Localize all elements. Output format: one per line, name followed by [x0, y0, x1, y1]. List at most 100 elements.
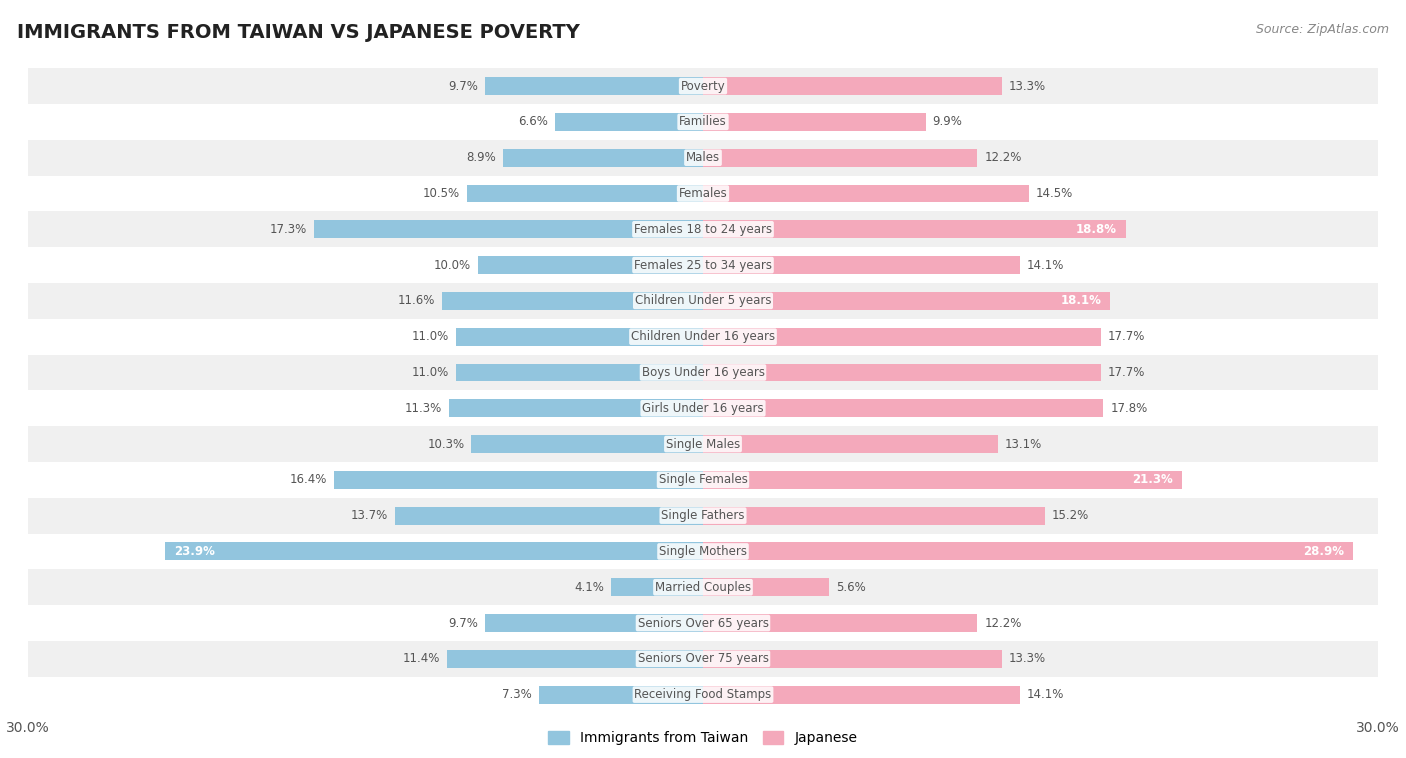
Text: 14.1%: 14.1%: [1026, 688, 1064, 701]
Text: 14.1%: 14.1%: [1026, 258, 1064, 271]
Text: Receiving Food Stamps: Receiving Food Stamps: [634, 688, 772, 701]
Text: Married Couples: Married Couples: [655, 581, 751, 594]
Bar: [485, 614, 703, 632]
Text: Poverty: Poverty: [681, 80, 725, 92]
Bar: [703, 184, 1029, 202]
Text: 11.4%: 11.4%: [402, 653, 440, 666]
Bar: [28, 462, 1378, 498]
Text: Single Fathers: Single Fathers: [661, 509, 745, 522]
Text: 12.2%: 12.2%: [984, 151, 1022, 164]
Bar: [703, 113, 925, 131]
Bar: [703, 578, 830, 597]
Bar: [703, 650, 1002, 668]
Text: 9.7%: 9.7%: [449, 616, 478, 630]
Bar: [538, 686, 703, 703]
Text: 17.7%: 17.7%: [1108, 330, 1146, 343]
Bar: [449, 399, 703, 417]
Text: 5.6%: 5.6%: [835, 581, 866, 594]
Text: Single Females: Single Females: [658, 473, 748, 487]
Bar: [28, 211, 1378, 247]
Bar: [28, 355, 1378, 390]
Text: Seniors Over 75 years: Seniors Over 75 years: [637, 653, 769, 666]
Text: 11.6%: 11.6%: [398, 294, 436, 308]
Bar: [28, 68, 1378, 104]
Text: 4.1%: 4.1%: [574, 581, 605, 594]
Text: 16.4%: 16.4%: [290, 473, 328, 487]
Text: Girls Under 16 years: Girls Under 16 years: [643, 402, 763, 415]
Bar: [703, 256, 1021, 274]
Text: 12.2%: 12.2%: [984, 616, 1022, 630]
Bar: [166, 543, 703, 560]
Text: 28.9%: 28.9%: [1303, 545, 1344, 558]
Bar: [335, 471, 703, 489]
Bar: [703, 327, 1101, 346]
Bar: [610, 578, 703, 597]
Bar: [28, 139, 1378, 176]
Bar: [703, 543, 1353, 560]
Bar: [503, 149, 703, 167]
Text: Single Mothers: Single Mothers: [659, 545, 747, 558]
Text: 21.3%: 21.3%: [1132, 473, 1173, 487]
Text: Seniors Over 65 years: Seniors Over 65 years: [637, 616, 769, 630]
Text: 10.5%: 10.5%: [423, 187, 460, 200]
Text: Females 18 to 24 years: Females 18 to 24 years: [634, 223, 772, 236]
Text: 15.2%: 15.2%: [1052, 509, 1088, 522]
Text: 13.3%: 13.3%: [1010, 653, 1046, 666]
Bar: [703, 435, 998, 453]
Bar: [554, 113, 703, 131]
Bar: [28, 319, 1378, 355]
Bar: [28, 283, 1378, 319]
Text: Males: Males: [686, 151, 720, 164]
Bar: [314, 221, 703, 238]
Text: 17.7%: 17.7%: [1108, 366, 1146, 379]
Text: 7.3%: 7.3%: [502, 688, 531, 701]
Text: Females: Females: [679, 187, 727, 200]
Bar: [447, 650, 703, 668]
Bar: [471, 435, 703, 453]
Bar: [28, 605, 1378, 641]
Bar: [441, 292, 703, 310]
Legend: Immigrants from Taiwan, Japanese: Immigrants from Taiwan, Japanese: [543, 725, 863, 750]
Text: 13.3%: 13.3%: [1010, 80, 1046, 92]
Bar: [703, 77, 1002, 95]
Bar: [703, 506, 1045, 525]
Text: Children Under 5 years: Children Under 5 years: [634, 294, 772, 308]
Bar: [703, 221, 1126, 238]
Bar: [28, 534, 1378, 569]
Text: 18.8%: 18.8%: [1076, 223, 1116, 236]
Bar: [485, 77, 703, 95]
Bar: [456, 364, 703, 381]
Bar: [28, 426, 1378, 462]
Text: 18.1%: 18.1%: [1060, 294, 1101, 308]
Text: Source: ZipAtlas.com: Source: ZipAtlas.com: [1256, 23, 1389, 36]
Text: Boys Under 16 years: Boys Under 16 years: [641, 366, 765, 379]
Bar: [456, 327, 703, 346]
Bar: [703, 614, 977, 632]
Text: 11.3%: 11.3%: [405, 402, 441, 415]
Text: 10.3%: 10.3%: [427, 437, 464, 450]
Bar: [28, 677, 1378, 713]
Text: IMMIGRANTS FROM TAIWAN VS JAPANESE POVERTY: IMMIGRANTS FROM TAIWAN VS JAPANESE POVER…: [17, 23, 579, 42]
Bar: [703, 399, 1104, 417]
Bar: [28, 247, 1378, 283]
Text: 13.7%: 13.7%: [352, 509, 388, 522]
Bar: [703, 364, 1101, 381]
Bar: [703, 686, 1021, 703]
Bar: [28, 176, 1378, 211]
Text: 11.0%: 11.0%: [412, 330, 449, 343]
Text: Children Under 16 years: Children Under 16 years: [631, 330, 775, 343]
Text: 9.9%: 9.9%: [932, 115, 962, 128]
Bar: [28, 569, 1378, 605]
Text: Families: Families: [679, 115, 727, 128]
Text: 10.0%: 10.0%: [434, 258, 471, 271]
Bar: [478, 256, 703, 274]
Bar: [703, 471, 1182, 489]
Text: 6.6%: 6.6%: [517, 115, 548, 128]
Bar: [28, 641, 1378, 677]
Text: 23.9%: 23.9%: [174, 545, 215, 558]
Bar: [28, 390, 1378, 426]
Text: 17.3%: 17.3%: [270, 223, 307, 236]
Text: 11.0%: 11.0%: [412, 366, 449, 379]
Bar: [28, 498, 1378, 534]
Text: Single Males: Single Males: [666, 437, 740, 450]
